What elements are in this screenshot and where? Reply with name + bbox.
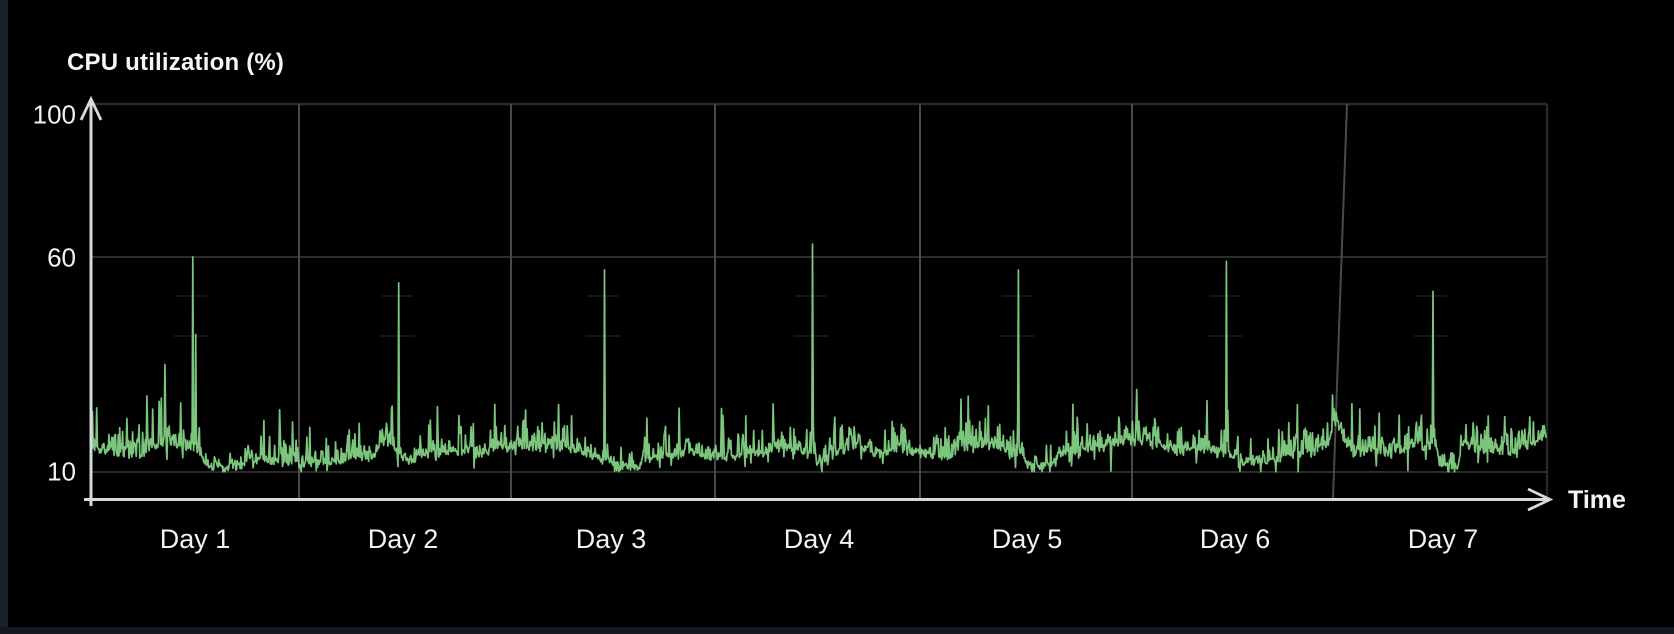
x-tick-label-day-4: Day 4 (783, 524, 855, 554)
window-edge-left (0, 0, 8, 634)
sketch-artifact-marks (173, 295, 1449, 337)
x-tick-label-day-7: Day 7 (1407, 524, 1479, 554)
grid-lines (92, 102, 1549, 499)
y-axis-arrowhead-icon (79, 95, 103, 121)
gridline-day-boundary-6 (1332, 103, 1348, 499)
y-tick-label-60: 60 (47, 242, 76, 273)
y-tick-label-100: 100 (32, 99, 76, 130)
window-edge-bottom (0, 627, 1674, 634)
cpu-series (90, 243, 1548, 473)
x-tick-label-day-2: Day 2 (367, 524, 439, 554)
x-tick-label-day-5: Day 5 (991, 524, 1063, 554)
cpu-series-line (90, 243, 1548, 473)
axes (79, 95, 1554, 512)
x-tick-label-day-3: Day 3 (575, 524, 647, 554)
x-axis-arrowhead-icon (1527, 487, 1554, 512)
x-tick-label-day-1: Day 1 (159, 524, 231, 554)
chart-title: CPU utilization (%) (67, 49, 285, 76)
x-axis-title: Time (1568, 486, 1626, 514)
y-tick-label-10: 10 (47, 456, 76, 487)
x-tick-label-day-6: Day 6 (1199, 524, 1271, 554)
